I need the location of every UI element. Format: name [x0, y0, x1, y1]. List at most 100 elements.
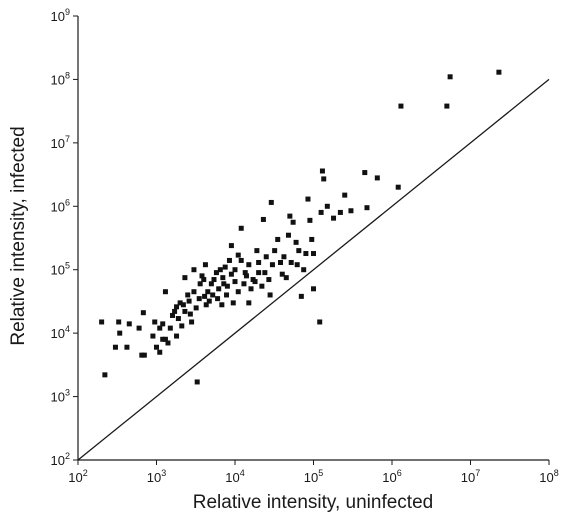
data-point	[177, 300, 183, 306]
x-tick-label: 102	[68, 468, 87, 485]
data-point	[162, 289, 168, 295]
data-point	[140, 310, 146, 316]
data-point	[126, 321, 132, 327]
data-point	[182, 308, 188, 314]
data-point	[216, 286, 222, 292]
data-point	[235, 289, 241, 295]
data-point	[185, 292, 191, 298]
axes	[73, 15, 550, 465]
data-point	[154, 344, 159, 350]
data-point	[254, 248, 260, 254]
y-tick-label: 105	[51, 261, 70, 278]
data-point	[112, 344, 118, 350]
data-point	[230, 300, 236, 306]
data-point	[217, 267, 223, 273]
data-point	[337, 209, 343, 215]
data-point	[211, 277, 217, 283]
data-point	[272, 248, 278, 254]
data-point	[307, 217, 313, 223]
data-point	[278, 259, 284, 265]
data-point	[221, 281, 227, 287]
data-point	[246, 300, 252, 306]
y-tick-label: 104	[51, 324, 70, 341]
y-tick-label: 106	[51, 197, 70, 214]
identity-line	[77, 78, 550, 461]
data-point	[117, 330, 123, 336]
data-point	[191, 267, 197, 273]
data-point	[447, 74, 453, 80]
data-point	[296, 248, 302, 254]
data-point	[324, 203, 330, 209]
data-point	[141, 352, 147, 358]
data-point	[157, 325, 163, 331]
data-point	[243, 273, 249, 279]
data-point	[213, 270, 219, 276]
y-tick-label: 107	[51, 134, 70, 151]
data-point	[179, 323, 185, 329]
data-point	[136, 325, 142, 331]
data-point	[238, 225, 244, 231]
data-point	[364, 205, 370, 211]
data-point	[285, 232, 291, 238]
data-point	[206, 298, 212, 304]
x-tick-label: 104	[225, 468, 244, 485]
data-point	[165, 340, 171, 346]
x-tick-label: 103	[147, 468, 166, 485]
data-point	[232, 279, 238, 285]
data-point	[215, 296, 221, 302]
data-point	[288, 259, 294, 265]
data-point	[157, 349, 163, 355]
data-point	[444, 103, 450, 109]
data-point	[235, 252, 241, 258]
data-point	[317, 319, 323, 325]
data-point	[160, 336, 166, 342]
reference-line	[77, 78, 550, 461]
data-point	[205, 289, 211, 295]
data-point	[267, 292, 273, 298]
data-point	[275, 236, 281, 242]
data-point	[290, 219, 296, 225]
data-point	[160, 321, 166, 327]
data-point	[303, 251, 309, 257]
x-tick-label: 106	[382, 468, 401, 485]
x-tick-label: 108	[539, 468, 558, 485]
data-point	[226, 257, 232, 263]
data-point	[305, 196, 311, 202]
data-point	[222, 264, 228, 270]
data-point	[99, 319, 105, 325]
data-point	[167, 325, 173, 331]
data-point	[186, 298, 192, 304]
data-point	[321, 176, 327, 182]
data-point	[150, 333, 156, 339]
data-point	[180, 302, 186, 308]
data-point	[298, 293, 304, 299]
data-point	[189, 319, 195, 325]
data-point	[309, 236, 315, 242]
data-point	[228, 243, 234, 249]
data-point	[259, 283, 265, 289]
data-point	[283, 275, 289, 281]
data-point	[197, 281, 203, 287]
data-point	[246, 262, 252, 268]
data-point	[331, 215, 337, 221]
data-point	[152, 319, 158, 325]
data-point	[172, 308, 178, 314]
data-point	[262, 270, 268, 276]
data-point	[496, 69, 502, 75]
data-point	[342, 192, 348, 198]
data-point	[294, 262, 300, 268]
data-point	[232, 267, 238, 273]
data-point	[268, 199, 274, 205]
data-point	[174, 304, 180, 310]
data-points	[99, 69, 502, 385]
data-point	[193, 305, 199, 311]
data-point	[256, 270, 262, 276]
data-point	[395, 184, 401, 190]
data-point	[287, 213, 293, 219]
x-tick-labels: 102 103 104 105 106 107 108	[68, 468, 558, 485]
data-point	[318, 209, 324, 215]
data-point	[374, 175, 380, 181]
data-point	[199, 273, 205, 279]
y-tick-label: 103	[51, 388, 70, 405]
